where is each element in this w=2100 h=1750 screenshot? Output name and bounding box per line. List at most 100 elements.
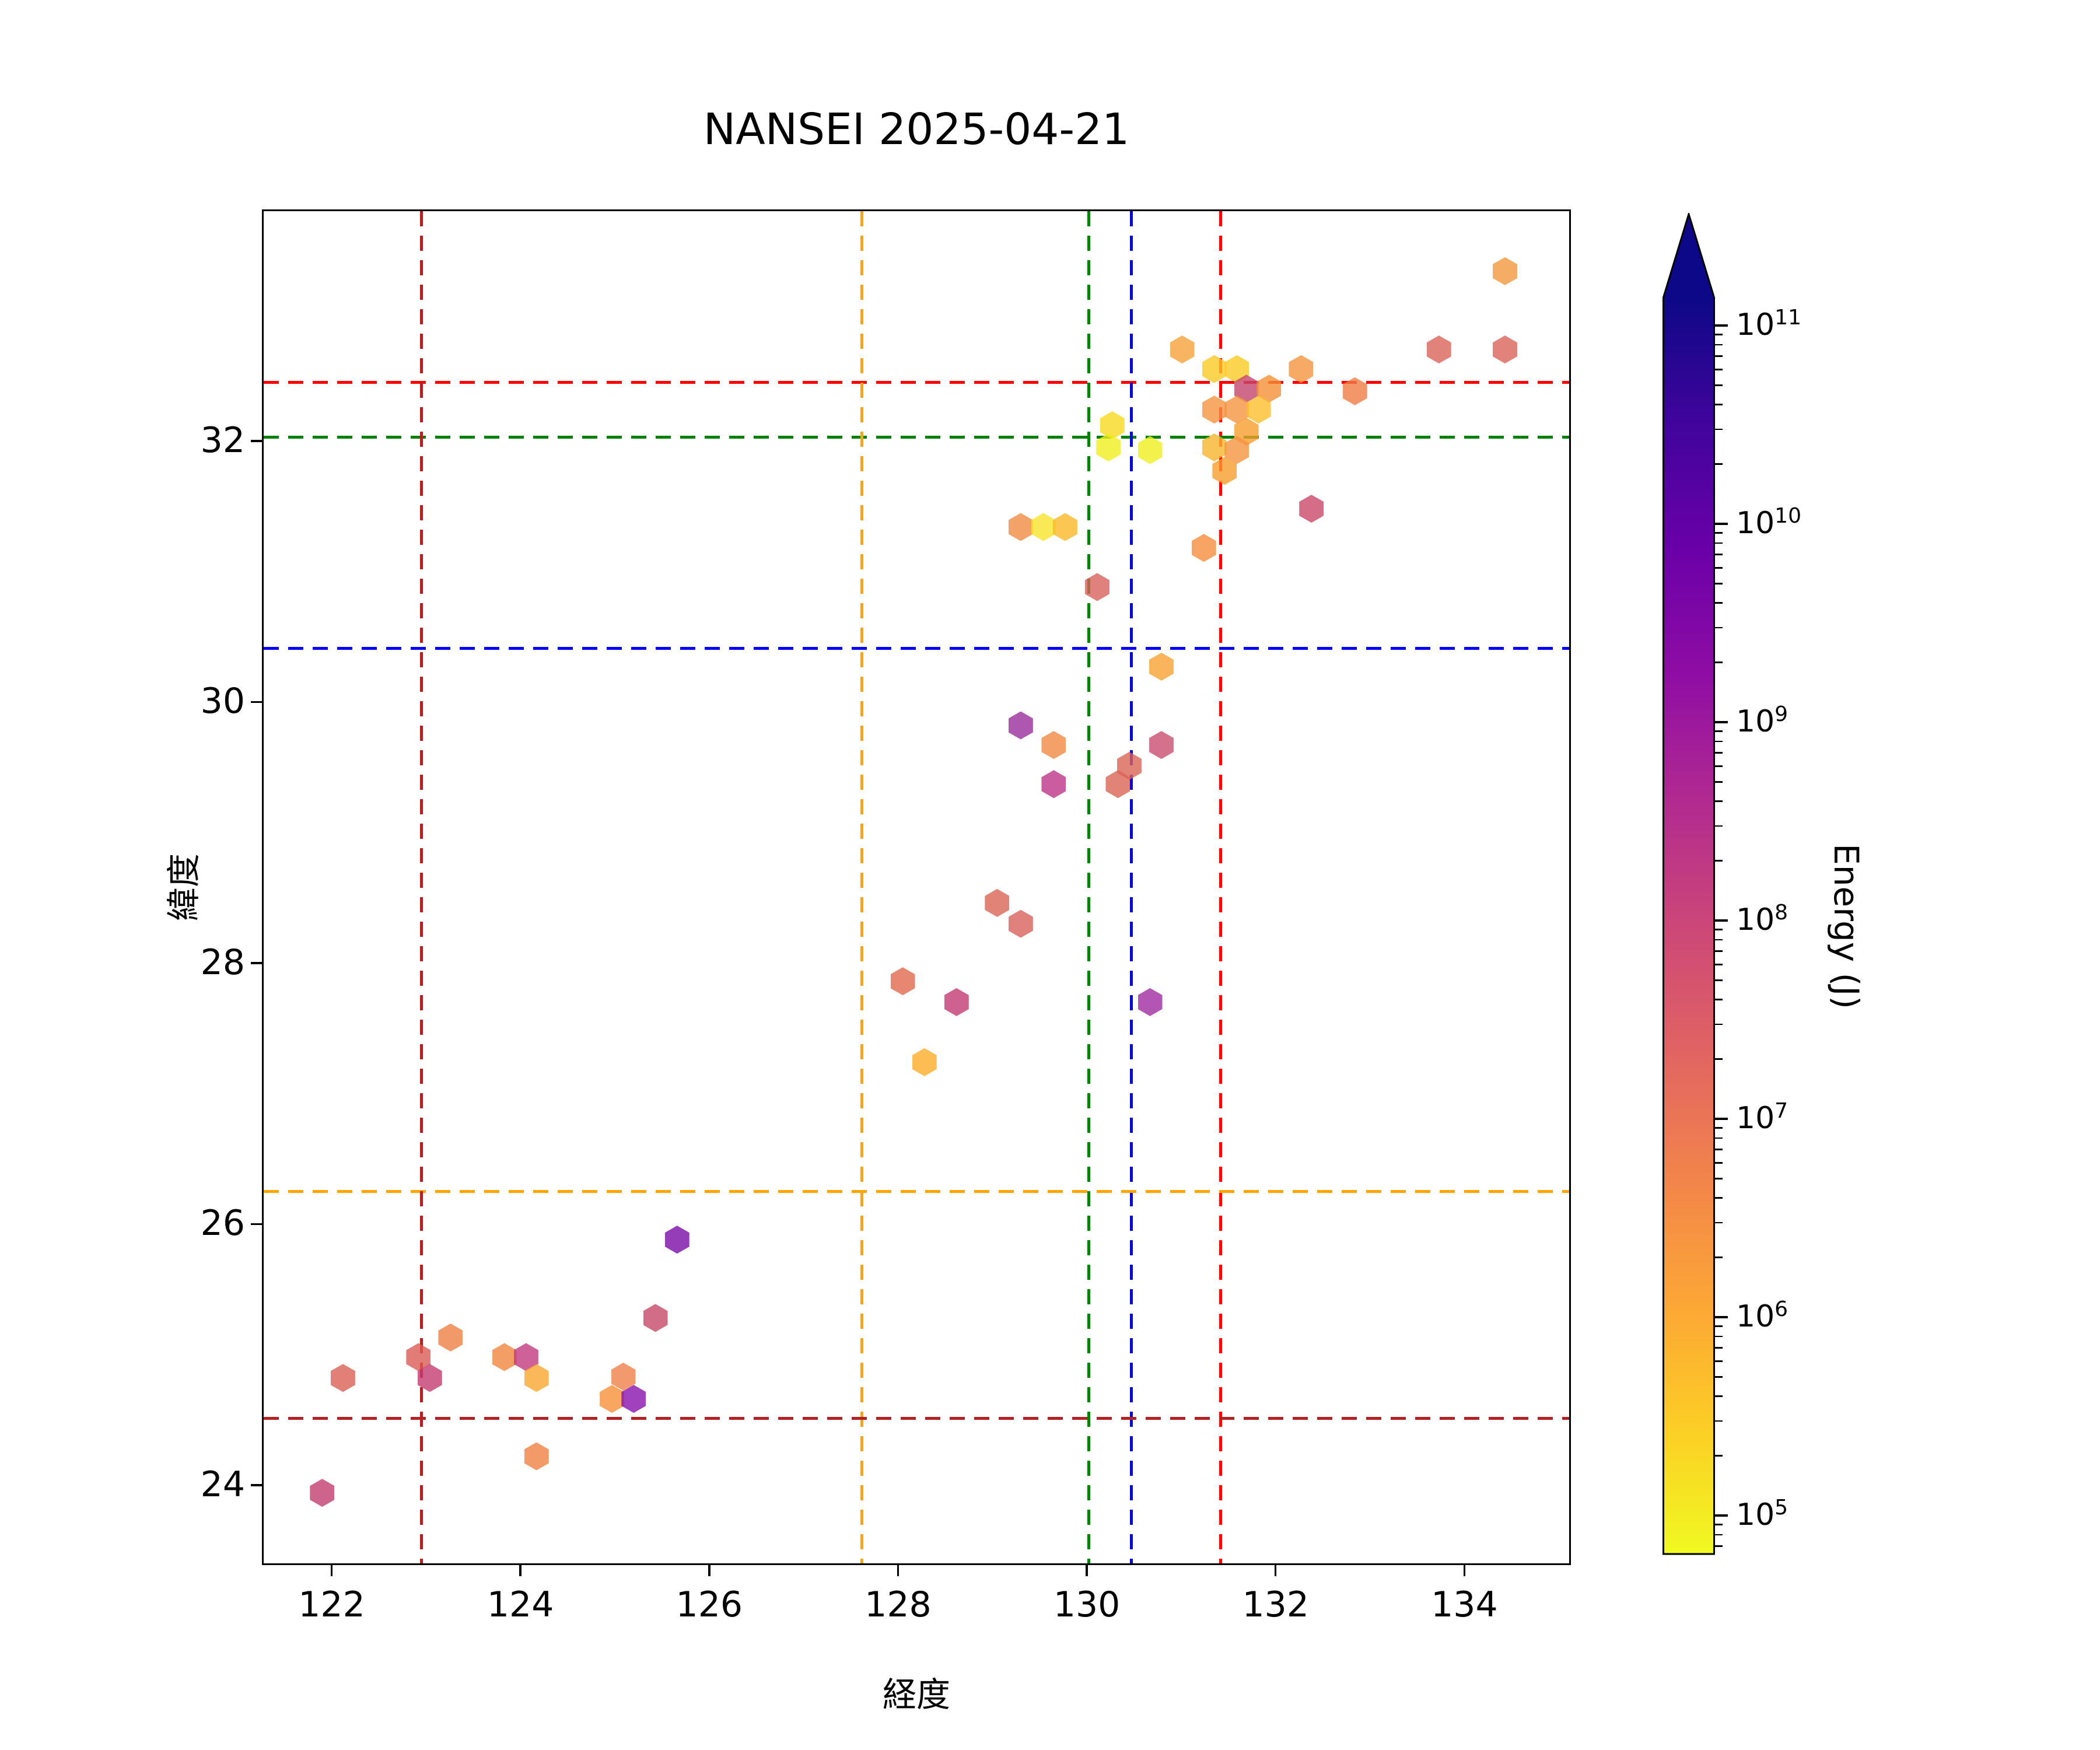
colorbar-minor-tick bbox=[1715, 583, 1723, 584]
y-tick bbox=[251, 701, 262, 704]
colorbar-minor-tick bbox=[1715, 730, 1723, 732]
x-tick bbox=[1463, 1564, 1466, 1576]
y-axis-label: 緯度 bbox=[164, 853, 204, 922]
hex-marker bbox=[1170, 335, 1195, 364]
colorbar-minor-tick bbox=[1715, 334, 1723, 335]
hex-marker bbox=[1202, 355, 1227, 383]
hex-marker bbox=[1138, 436, 1163, 464]
colorbar-minor-tick bbox=[1715, 1534, 1723, 1536]
hex-marker bbox=[1096, 433, 1121, 461]
hex-marker bbox=[890, 967, 915, 996]
hex-marker bbox=[524, 1442, 549, 1471]
hex-marker bbox=[985, 888, 1010, 917]
colorbar-tick-label: 109 bbox=[1736, 702, 1788, 740]
colorbar-minor-tick bbox=[1715, 567, 1723, 569]
colorbar-tick bbox=[1715, 1118, 1728, 1120]
hex-marker bbox=[664, 1226, 690, 1254]
hex-marker bbox=[1138, 988, 1163, 1016]
colorbar bbox=[1662, 213, 1715, 1555]
colorbar-minor-tick bbox=[1715, 1178, 1723, 1180]
colorbar-tick-label: 1011 bbox=[1736, 305, 1801, 343]
hex-marker bbox=[1084, 573, 1110, 601]
colorbar-minor-tick bbox=[1715, 532, 1723, 534]
hex-marker bbox=[1008, 513, 1033, 541]
x-axis-label: 経度 bbox=[882, 1675, 950, 1714]
colorbar-minor-tick bbox=[1715, 964, 1723, 965]
colorbar-minor-tick bbox=[1715, 752, 1723, 754]
y-tick-label: 24 bbox=[200, 1464, 245, 1505]
hex-marker bbox=[330, 1364, 355, 1392]
colorbar-minor-tick bbox=[1715, 1524, 1723, 1525]
colorbar-minor-tick bbox=[1715, 800, 1723, 802]
y-tick bbox=[251, 962, 262, 964]
crosshair-blue-horizontal bbox=[264, 647, 1569, 650]
colorbar-minor-tick bbox=[1715, 950, 1723, 952]
x-tick-label: 128 bbox=[864, 1584, 932, 1625]
x-tick bbox=[708, 1564, 710, 1576]
colorbar-minor-tick bbox=[1715, 1023, 1723, 1026]
x-tick-label: 130 bbox=[1053, 1584, 1121, 1625]
colorbar-minor-tick bbox=[1715, 1347, 1723, 1349]
colorbar-tick bbox=[1715, 1316, 1728, 1318]
hex-marker bbox=[1342, 377, 1367, 405]
colorbar-minor-tick bbox=[1715, 1395, 1723, 1397]
hex-marker bbox=[611, 1363, 636, 1391]
colorbar-minor-tick bbox=[1715, 384, 1723, 386]
colorbar-minor-tick bbox=[1715, 1197, 1723, 1199]
crosshair-darkred-vertical bbox=[419, 211, 423, 1563]
hex-marker bbox=[643, 1304, 668, 1332]
hex-marker bbox=[1191, 534, 1216, 562]
colorbar-minor-tick bbox=[1715, 1137, 1723, 1139]
x-tick bbox=[897, 1564, 900, 1576]
crosshair-orange-horizontal bbox=[264, 1189, 1569, 1193]
colorbar-tick-label: 106 bbox=[1736, 1297, 1788, 1335]
hex-marker bbox=[310, 1479, 335, 1507]
colorbar-minor-tick bbox=[1715, 1058, 1723, 1060]
colorbar-minor-tick bbox=[1715, 740, 1723, 743]
colorbar-minor-tick bbox=[1715, 355, 1723, 357]
x-tick-label: 126 bbox=[676, 1584, 743, 1625]
hex-marker bbox=[1031, 513, 1056, 541]
colorbar-minor-tick bbox=[1715, 626, 1723, 629]
colorbar-minor-tick bbox=[1715, 662, 1723, 663]
colorbar-minor-tick bbox=[1715, 463, 1723, 465]
y-tick bbox=[251, 1223, 262, 1225]
colorbar-minor-tick bbox=[1715, 1256, 1723, 1258]
hex-marker bbox=[1492, 335, 1517, 364]
hex-marker bbox=[944, 988, 969, 1016]
y-tick-label: 28 bbox=[200, 942, 245, 983]
colorbar-minor-tick bbox=[1715, 542, 1723, 544]
y-tick bbox=[251, 440, 262, 442]
colorbar-minor-tick bbox=[1715, 1455, 1723, 1457]
hex-marker bbox=[1149, 652, 1174, 681]
colorbar-tick bbox=[1715, 324, 1728, 327]
hex-marker bbox=[1052, 513, 1077, 541]
hex-marker bbox=[1105, 770, 1130, 799]
hex-marker bbox=[1008, 711, 1033, 740]
colorbar-tick bbox=[1715, 919, 1728, 922]
colorbar-minor-tick bbox=[1715, 1149, 1723, 1150]
colorbar-minor-tick bbox=[1715, 1376, 1723, 1378]
hex-marker bbox=[524, 1364, 549, 1392]
hex-marker bbox=[438, 1323, 463, 1352]
colorbar-minor-tick bbox=[1715, 428, 1723, 430]
colorbar-minor-tick bbox=[1715, 1222, 1723, 1224]
hex-marker bbox=[1008, 909, 1033, 938]
colorbar-minor-tick bbox=[1715, 929, 1723, 930]
colorbar-minor-tick bbox=[1715, 369, 1723, 370]
colorbar-minor-tick bbox=[1715, 939, 1723, 941]
colorbar-minor-tick bbox=[1715, 979, 1723, 981]
colorbar-gradient-bar bbox=[1662, 213, 1715, 1555]
colorbar-tick bbox=[1715, 721, 1728, 723]
colorbar-minor-tick bbox=[1715, 1420, 1723, 1422]
hex-marker bbox=[1289, 355, 1314, 383]
colorbar-minor-tick bbox=[1715, 554, 1723, 555]
hex-marker bbox=[621, 1385, 646, 1413]
x-tick-label: 122 bbox=[298, 1584, 365, 1625]
colorbar-minor-tick bbox=[1715, 1360, 1723, 1362]
colorbar-tick-label: 1010 bbox=[1736, 503, 1801, 541]
x-tick bbox=[1274, 1564, 1277, 1576]
x-tick bbox=[1086, 1564, 1088, 1576]
hex-marker bbox=[1492, 257, 1517, 285]
colorbar-label: Energy (J) bbox=[1826, 844, 1866, 1009]
